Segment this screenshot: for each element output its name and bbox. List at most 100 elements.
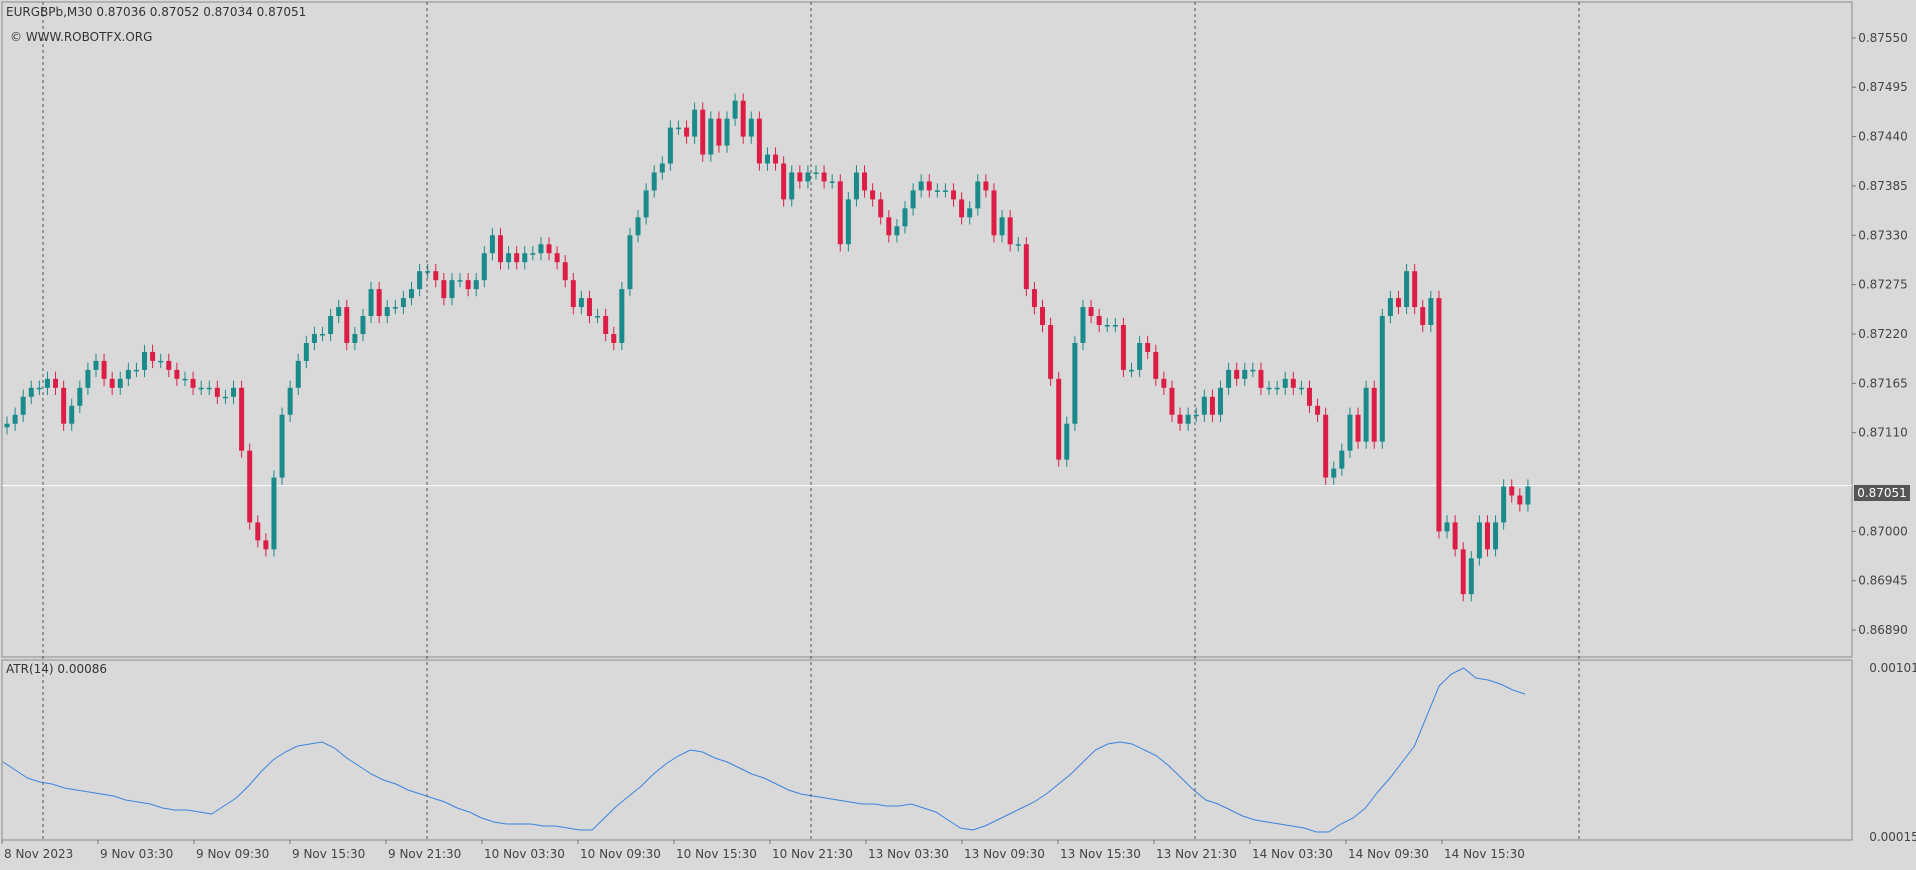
candle[interactable] bbox=[409, 281, 414, 306]
candle[interactable] bbox=[441, 272, 447, 306]
candle[interactable] bbox=[457, 272, 463, 288]
candle[interactable] bbox=[675, 120, 681, 135]
candle[interactable] bbox=[1282, 371, 1288, 395]
candle[interactable] bbox=[142, 344, 148, 378]
candle[interactable] bbox=[1023, 237, 1029, 297]
candle[interactable] bbox=[1355, 407, 1361, 449]
candle[interactable] bbox=[1088, 299, 1094, 324]
candle[interactable] bbox=[109, 371, 115, 395]
candle[interactable] bbox=[231, 380, 237, 404]
candle[interactable] bbox=[465, 272, 471, 297]
candle[interactable] bbox=[1161, 371, 1167, 395]
candle[interactable] bbox=[627, 228, 633, 297]
candle[interactable] bbox=[1468, 551, 1474, 602]
candle[interactable] bbox=[1031, 281, 1037, 315]
candle[interactable] bbox=[853, 165, 859, 207]
candle[interactable] bbox=[740, 93, 746, 144]
candle[interactable] bbox=[586, 290, 592, 324]
candle[interactable] bbox=[692, 102, 698, 144]
candle[interactable] bbox=[1185, 407, 1191, 431]
candle[interactable] bbox=[635, 210, 641, 243]
candle[interactable] bbox=[239, 380, 245, 458]
candle[interactable] bbox=[1323, 407, 1329, 485]
candle[interactable] bbox=[1509, 479, 1515, 503]
candle[interactable] bbox=[1404, 264, 1410, 315]
candle[interactable] bbox=[878, 192, 884, 225]
candle[interactable] bbox=[263, 533, 269, 557]
candle[interactable] bbox=[1420, 299, 1426, 333]
candle[interactable] bbox=[1048, 317, 1054, 387]
candle[interactable] bbox=[805, 165, 811, 189]
candle[interactable] bbox=[959, 192, 965, 225]
candle[interactable] bbox=[1476, 515, 1482, 566]
candle[interactable] bbox=[352, 326, 358, 351]
candle[interactable] bbox=[4, 416, 10, 435]
candle[interactable] bbox=[651, 165, 657, 198]
candle[interactable] bbox=[773, 147, 779, 171]
candle[interactable] bbox=[1290, 371, 1296, 395]
candle[interactable] bbox=[700, 102, 706, 162]
candle[interactable] bbox=[1120, 317, 1126, 378]
candle[interactable] bbox=[1072, 335, 1078, 431]
candle[interactable] bbox=[1395, 290, 1401, 315]
candle[interactable] bbox=[934, 183, 940, 198]
candle[interactable] bbox=[303, 335, 309, 369]
candle[interactable] bbox=[85, 362, 91, 395]
candle[interactable] bbox=[813, 165, 819, 180]
candle[interactable] bbox=[1153, 344, 1159, 387]
candle[interactable] bbox=[247, 443, 253, 530]
candle[interactable] bbox=[182, 371, 188, 387]
atr-indicator-panel[interactable] bbox=[1, 659, 1853, 841]
candle[interactable] bbox=[522, 246, 528, 270]
candle[interactable] bbox=[255, 515, 261, 548]
candle[interactable] bbox=[894, 219, 900, 243]
candle[interactable] bbox=[1137, 335, 1143, 378]
candle[interactable] bbox=[295, 353, 301, 395]
candle[interactable] bbox=[1363, 380, 1369, 449]
candle[interactable] bbox=[77, 380, 83, 413]
candle[interactable] bbox=[1056, 371, 1062, 467]
candle[interactable] bbox=[603, 308, 609, 342]
candle[interactable] bbox=[1226, 362, 1232, 395]
candle[interactable] bbox=[918, 174, 924, 198]
candle[interactable] bbox=[1218, 380, 1223, 422]
candle[interactable] bbox=[862, 165, 868, 198]
candle[interactable] bbox=[1040, 299, 1046, 333]
candle[interactable] bbox=[1347, 407, 1353, 458]
candle[interactable] bbox=[845, 192, 851, 252]
candle[interactable] bbox=[344, 299, 350, 351]
candle[interactable] bbox=[1339, 443, 1345, 476]
candle[interactable] bbox=[643, 183, 649, 225]
candle[interactable] bbox=[150, 344, 156, 369]
candle[interactable] bbox=[506, 246, 512, 270]
candle[interactable] bbox=[214, 380, 220, 404]
candle[interactable] bbox=[1525, 479, 1531, 512]
candle[interactable] bbox=[1250, 362, 1256, 378]
candle[interactable] bbox=[44, 371, 50, 395]
candle[interactable] bbox=[417, 264, 423, 297]
candle[interactable] bbox=[20, 389, 26, 422]
candle[interactable] bbox=[1193, 407, 1199, 422]
candle[interactable] bbox=[659, 156, 665, 180]
candle[interactable] bbox=[1064, 416, 1070, 467]
candle[interactable] bbox=[619, 281, 625, 351]
candle[interactable] bbox=[1274, 380, 1280, 395]
candle[interactable] bbox=[821, 165, 827, 189]
candle[interactable] bbox=[1080, 299, 1086, 351]
candle[interactable] bbox=[222, 389, 228, 404]
candle[interactable] bbox=[1371, 380, 1377, 449]
candle[interactable] bbox=[320, 326, 326, 342]
price-panel[interactable] bbox=[1, 1, 1853, 658]
candle[interactable] bbox=[797, 165, 803, 189]
candle[interactable] bbox=[1145, 335, 1151, 360]
candle[interactable] bbox=[999, 210, 1005, 243]
candle[interactable] bbox=[1266, 380, 1272, 395]
candle[interactable] bbox=[336, 299, 342, 324]
candle[interactable] bbox=[497, 228, 503, 270]
candle[interactable] bbox=[473, 272, 479, 297]
candle[interactable] bbox=[708, 111, 714, 162]
candle[interactable] bbox=[514, 246, 520, 270]
candle[interactable] bbox=[951, 183, 957, 207]
